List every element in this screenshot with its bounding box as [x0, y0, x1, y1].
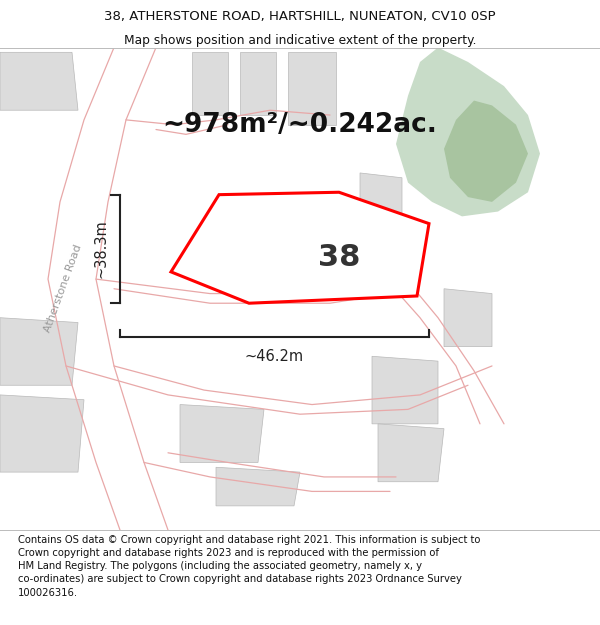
Polygon shape	[0, 318, 78, 385]
Text: Map shows position and indicative extent of the property.: Map shows position and indicative extent…	[124, 34, 476, 48]
Polygon shape	[366, 221, 402, 269]
Polygon shape	[372, 356, 438, 424]
Polygon shape	[0, 52, 78, 110]
Polygon shape	[180, 404, 264, 462]
Text: Contains OS data © Crown copyright and database right 2021. This information is : Contains OS data © Crown copyright and d…	[18, 535, 481, 598]
Polygon shape	[192, 52, 228, 115]
Polygon shape	[396, 48, 540, 216]
Polygon shape	[288, 52, 336, 125]
Text: ~38.3m: ~38.3m	[93, 219, 108, 278]
Polygon shape	[216, 468, 300, 506]
Polygon shape	[360, 173, 402, 221]
Text: ~46.2m: ~46.2m	[245, 349, 304, 364]
Polygon shape	[240, 52, 276, 115]
Text: Atherstone Road: Atherstone Road	[43, 244, 83, 334]
Text: 38: 38	[318, 243, 360, 272]
Polygon shape	[444, 101, 528, 202]
Polygon shape	[171, 192, 429, 303]
Text: ~978m²/~0.242ac.: ~978m²/~0.242ac.	[162, 112, 437, 138]
Polygon shape	[0, 395, 84, 472]
Polygon shape	[378, 424, 444, 482]
Polygon shape	[444, 289, 492, 347]
Text: 38, ATHERSTONE ROAD, HARTSHILL, NUNEATON, CV10 0SP: 38, ATHERSTONE ROAD, HARTSHILL, NUNEATON…	[104, 11, 496, 24]
